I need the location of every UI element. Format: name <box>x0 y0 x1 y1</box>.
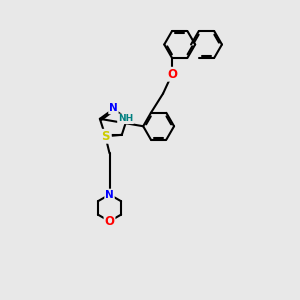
Text: N: N <box>105 190 114 200</box>
Text: NH: NH <box>118 114 133 123</box>
Text: O: O <box>167 68 177 81</box>
Text: N: N <box>102 130 111 140</box>
Text: N: N <box>109 103 118 113</box>
Text: S: S <box>101 130 110 143</box>
Text: O: O <box>104 215 115 228</box>
